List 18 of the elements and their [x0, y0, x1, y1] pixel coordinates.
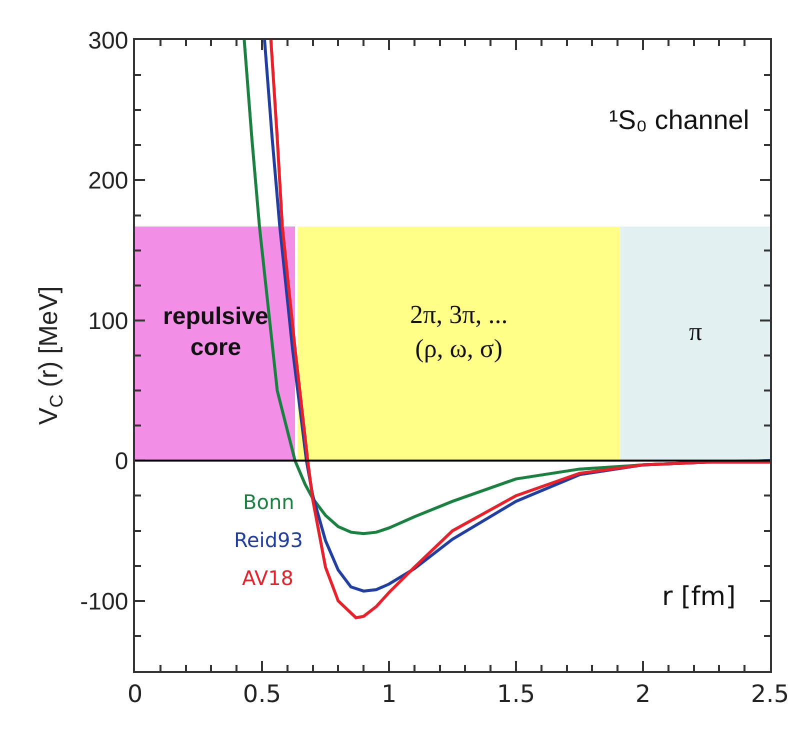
y-tick-label: 100 [88, 308, 128, 335]
band-label: π [689, 317, 702, 346]
y-tick-label: -100 [80, 588, 128, 616]
x-tick-label: 2.5 [750, 680, 790, 708]
text: ¹S₀ channel [609, 105, 750, 135]
series-label: Reid93 [234, 528, 304, 552]
y-tick-label: 200 [88, 168, 128, 195]
band-label: repulsive core [163, 303, 268, 362]
y-tick-label: 0 [114, 448, 128, 476]
x-tick-label: 0.5 [242, 680, 282, 708]
series-label: Bonn [243, 490, 294, 514]
y-tick-label: 300 [88, 27, 128, 54]
x-tick-label: 2 [635, 680, 651, 708]
x-tick-label: 1.5 [496, 680, 536, 708]
series-label: AV18 [242, 566, 294, 590]
x-tick-label: 1 [381, 680, 397, 708]
x-axis-title: r [fm] [662, 582, 736, 612]
band-label: 2π, 3π, ... (ρ, ω, σ) [410, 300, 508, 363]
